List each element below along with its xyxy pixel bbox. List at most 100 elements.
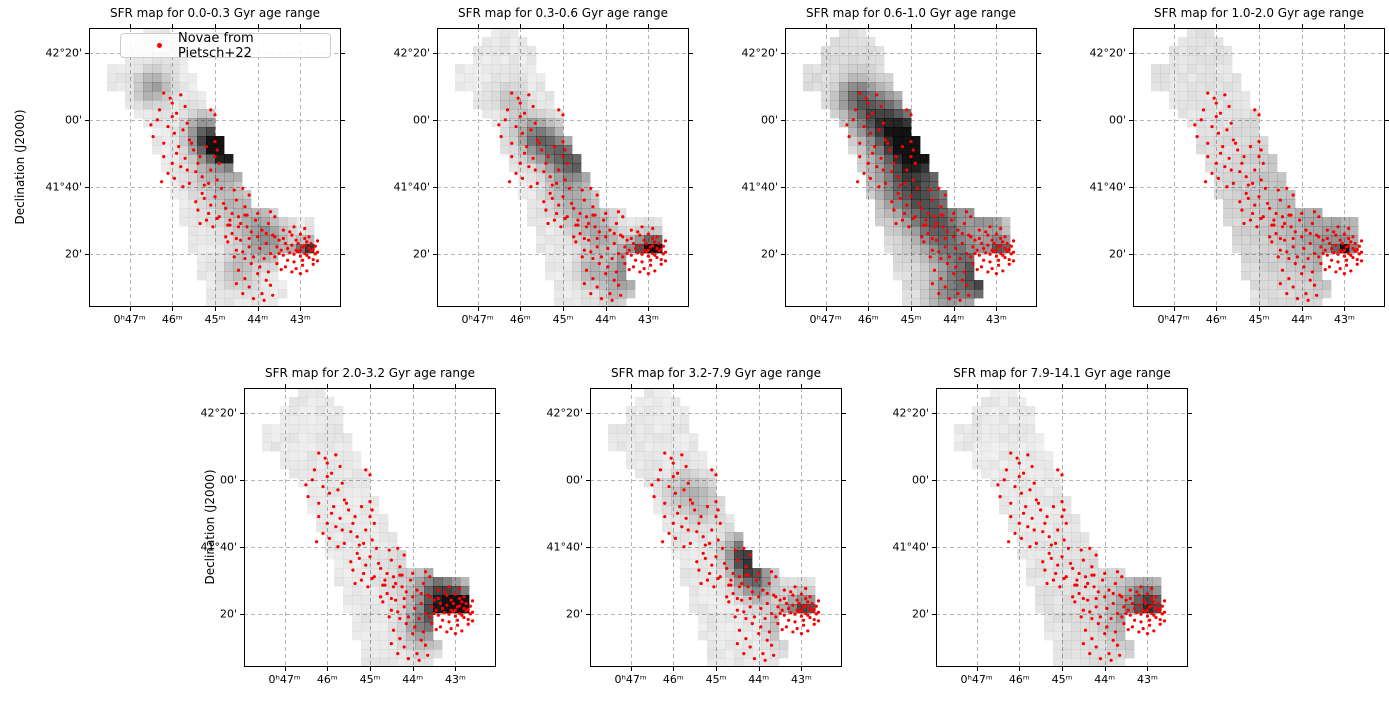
x-tick-mark	[215, 307, 216, 311]
x-tick-mark	[801, 667, 803, 671]
y-tick-label: 00'	[760, 113, 778, 127]
y-tick-mark	[85, 53, 89, 55]
x-tick-mark	[758, 667, 760, 671]
y-tick-label: 41°40'	[393, 180, 430, 194]
y-tick-mark	[781, 253, 785, 255]
x-tick-label: 43ᵐ	[790, 673, 812, 686]
y-tick-label: 41°40'	[546, 540, 583, 554]
y-tick-mark	[1385, 53, 1389, 55]
y-tick-label: 00'	[1108, 113, 1126, 127]
x-tick-mark	[412, 384, 414, 388]
x-tick-mark	[412, 667, 414, 671]
x-tick-mark	[129, 307, 131, 311]
y-tick-mark	[240, 613, 244, 615]
x-tick-label: 45ᵐ	[900, 313, 922, 326]
y-tick-mark	[689, 119, 693, 121]
x-tick-label: 43ᵐ	[1136, 673, 1158, 686]
x-tick-mark	[1019, 384, 1021, 388]
y-tick-mark	[689, 253, 693, 255]
subplot-title: SFR map for 1.0-2.0 Gyr age range	[1154, 6, 1364, 20]
legend-label: Novae from Pietsch+22	[178, 30, 254, 61]
x-tick-mark	[1259, 307, 1260, 311]
subplot-6: SFR map for 7.9-14.1 Gyr age range 0ʰ47ᵐ 4…	[892, 366, 1192, 686]
x-tick-label: 45ᵐ	[204, 313, 226, 326]
x-tick-mark	[300, 24, 302, 28]
subplot-2: SFR map for 0.6-1.0 Gyr age range 0ʰ47ᵐ 46…	[741, 6, 1041, 326]
x-tick-mark	[1104, 384, 1106, 388]
subplot-title: SFR map for 3.2-7.9 Gyr age range	[611, 366, 821, 380]
x-tick-label: 0ʰ47ᵐ	[614, 673, 647, 686]
x-tick-label: 44ᵐ	[247, 313, 269, 326]
y-tick-mark	[586, 613, 590, 615]
y-tick-mark	[932, 413, 936, 415]
x-tick-label: 44ᵐ	[943, 313, 965, 326]
y-tick-mark	[932, 613, 936, 615]
x-tick-label: 45ᵐ	[359, 673, 381, 686]
y-tick-mark	[1037, 119, 1041, 121]
y-tick-mark	[433, 186, 437, 188]
x-tick-mark	[1301, 307, 1303, 311]
x-tick-mark	[1216, 24, 1218, 28]
nova-marker-icon	[157, 43, 162, 48]
x-tick-mark	[1301, 24, 1303, 28]
y-tick-mark	[1385, 186, 1389, 188]
y-tick-label: 20'	[911, 607, 929, 620]
y-tick-mark	[1188, 546, 1192, 548]
subplot-1: SFR map for 0.3-0.6 Gyr age range 0ʰ47ᵐ 46…	[393, 6, 693, 326]
x-tick-label: 0ʰ47ᵐ	[461, 313, 494, 326]
x-tick-label: 0ʰ47ᵐ	[113, 313, 146, 326]
sfr-map-plot-area	[1133, 28, 1385, 307]
y-tick-mark	[1129, 119, 1133, 121]
x-tick-mark	[327, 384, 329, 388]
y-tick-mark	[932, 546, 936, 548]
y-tick-mark	[240, 413, 244, 415]
y-tick-mark	[1129, 186, 1133, 188]
x-tick-mark	[605, 24, 607, 28]
y-tick-mark	[1385, 253, 1389, 255]
sfr-map-plot-area	[785, 28, 1037, 307]
y-tick-label: 00'	[911, 473, 929, 487]
y-tick-label: 20'	[1108, 247, 1126, 260]
sfr-map-plot-area	[590, 388, 842, 667]
x-tick-mark	[1019, 667, 1021, 671]
x-tick-mark	[605, 307, 607, 311]
y-tick-mark	[842, 479, 846, 481]
x-tick-label: 44ᵐ	[1291, 313, 1313, 326]
x-tick-mark	[1104, 667, 1106, 671]
x-tick-label: 43ᵐ	[637, 313, 659, 326]
sfr-map-plot-area	[936, 388, 1188, 667]
subplot-0: SFR map for 0.0-0.3 Gyr age range 0ʰ47ᵐ 46…	[45, 6, 345, 326]
y-tick-label: 00'	[565, 473, 583, 487]
y-tick-mark	[433, 253, 437, 255]
y-tick-label: 42°20'	[1089, 46, 1126, 60]
y-tick-mark	[1037, 53, 1041, 55]
y-tick-mark	[781, 119, 785, 121]
x-tick-mark	[953, 24, 955, 28]
x-tick-mark	[976, 667, 978, 671]
x-tick-label: 43ᵐ	[1333, 313, 1355, 326]
x-tick-label: 43ᵐ	[289, 313, 311, 326]
x-tick-label: 46ᵐ	[316, 673, 338, 686]
x-tick-mark	[455, 667, 457, 671]
y-axis-label-top-row: Declination (J2000)	[13, 109, 27, 225]
x-tick-mark	[563, 24, 564, 28]
x-tick-mark	[1147, 667, 1149, 671]
x-tick-mark	[868, 307, 870, 311]
subplot-4: SFR map for 2.0-3.2 Gyr age range 0ʰ47ᵐ 46…	[200, 366, 500, 686]
x-tick-mark	[1062, 667, 1063, 671]
x-tick-mark	[563, 307, 564, 311]
y-tick-label: 20'	[219, 607, 237, 620]
x-tick-label: 0ʰ47ᵐ	[960, 673, 993, 686]
x-tick-mark	[716, 384, 717, 388]
x-tick-mark	[630, 384, 632, 388]
x-tick-mark	[996, 24, 998, 28]
subplot-title: SFR map for 7.9-14.1 Gyr age range	[953, 366, 1171, 380]
x-tick-mark	[1147, 384, 1149, 388]
x-tick-mark	[758, 384, 760, 388]
y-tick-label: 41°40'	[200, 540, 237, 554]
y-tick-label: 20'	[64, 247, 82, 260]
y-tick-mark	[240, 546, 244, 548]
y-tick-label: 41°40'	[1089, 180, 1126, 194]
x-tick-label: 44ᵐ	[748, 673, 770, 686]
x-tick-mark	[477, 24, 479, 28]
